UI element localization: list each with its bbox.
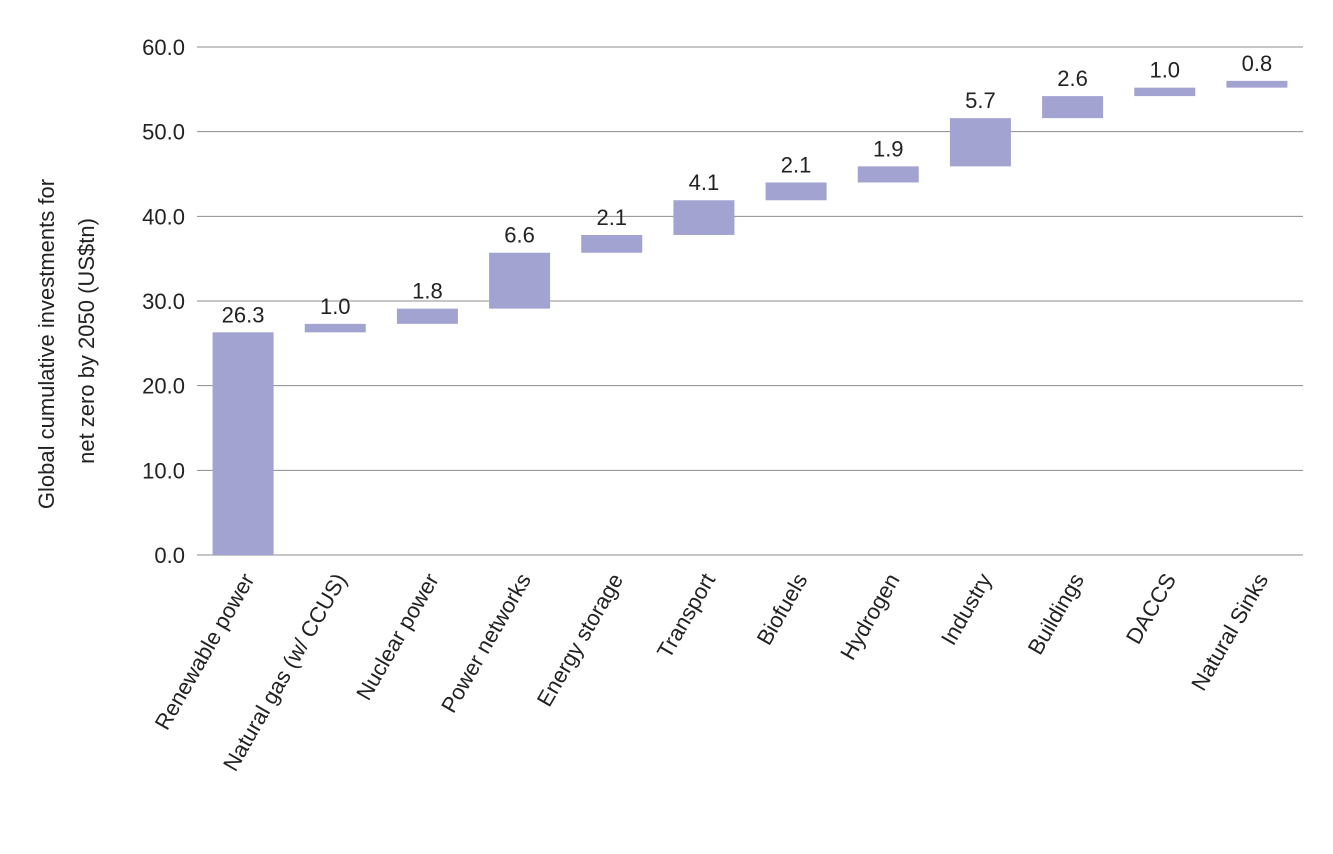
data-labels: 26.3 1.0 1.8 6.6 2.1 4.1 2.1 1.9 5.7 2.6 1.0 0.8 [222,51,1273,327]
category-label: Renewable power [150,569,260,734]
y-tick-label: 20.0 [142,374,185,399]
category-label: Natural Sinks [1186,569,1273,695]
category-label: Transport [652,569,720,662]
data-label: 26.3 [222,302,265,327]
y-axis-tick-labels: 0.0 10.0 20.0 30.0 40.0 50.0 60.0 [142,35,185,568]
y-axis-title: Global cumulative investments for net ze… [34,173,99,509]
data-label: 1.0 [1149,58,1180,83]
y-axis-title-line-1: Global cumulative investments for [34,179,59,509]
y-tick-label: 60.0 [142,35,185,60]
waterfall-bar [857,166,919,183]
waterfall-bar [765,182,827,201]
data-label: 2.1 [781,152,812,177]
waterfall-bar [1134,87,1196,97]
y-tick-label: 10.0 [142,458,185,483]
y-tick-label: 50.0 [142,120,185,145]
y-tick-label: 0.0 [154,543,185,568]
data-label: 1.0 [320,294,351,319]
waterfall-bar [1042,96,1104,119]
data-label: 2.1 [596,205,627,230]
gridlines [197,46,1303,556]
y-tick-label: 40.0 [142,204,185,229]
data-label: 0.8 [1242,51,1273,76]
waterfall-bar [304,323,366,333]
waterfall-bar [489,252,551,309]
category-label: Hydrogen [835,569,904,664]
waterfall-bar [396,308,458,324]
category-label: Industry [936,569,997,649]
data-label: 1.9 [873,136,904,161]
y-tick-label: 30.0 [142,289,185,314]
category-label: Energy storage [532,569,628,711]
category-label: Nuclear power [351,569,444,704]
category-label: DACCS [1121,569,1181,648]
waterfall-bar [212,332,274,555]
waterfall-bar [1226,80,1288,88]
data-label: 1.8 [412,279,443,304]
data-label: 2.6 [1057,66,1088,91]
waterfall-bar [581,234,643,253]
category-label: Buildings [1023,569,1089,659]
category-label: Power networks [436,569,536,717]
category-label: Biofuels [752,569,813,649]
waterfall-bar [949,118,1011,167]
data-label: 5.7 [965,88,996,113]
bars [212,80,1288,555]
y-axis-title-line-2: net zero by 2050 (US$tn) [74,218,99,464]
waterfall-bar [673,200,735,235]
data-label: 6.6 [504,223,535,248]
data-label: 4.1 [689,170,720,195]
